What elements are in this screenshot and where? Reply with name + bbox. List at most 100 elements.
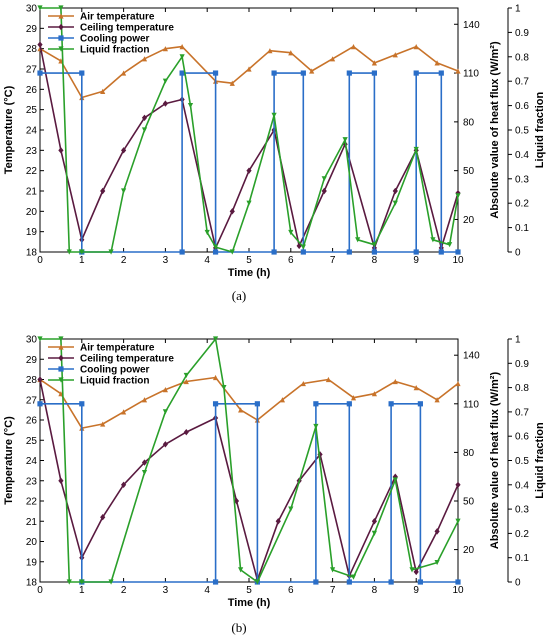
- data-point-liquid-fraction: [58, 5, 64, 11]
- y-left-tick-label: 21: [26, 517, 38, 528]
- data-point-cooling-power: [438, 249, 444, 255]
- data-point-ceiling-temperature: [392, 187, 398, 195]
- data-point-ceiling-temperature: [100, 514, 106, 521]
- data-point-air-temperature: [434, 397, 440, 403]
- data-point-air-temperature: [300, 380, 306, 387]
- data-point-liquid-fraction: [254, 579, 260, 585]
- series-line-cooling-power: [40, 402, 458, 583]
- panel-caption: (a): [232, 288, 246, 303]
- data-point-liquid-fraction: [37, 336, 43, 342]
- data-point-ceiling-temperature: [37, 376, 43, 383]
- panel-caption: (b): [231, 620, 246, 635]
- y-right1-tick-label: 50: [463, 497, 475, 508]
- data-point-liquid-fraction: [141, 127, 148, 133]
- data-point-ceiling-temperature: [371, 518, 377, 525]
- data-point-air-temperature: [212, 374, 219, 381]
- data-point-cooling-power: [37, 401, 43, 407]
- data-point-air-temperature: [179, 44, 185, 50]
- data-point-air-temperature: [267, 48, 273, 54]
- data-point-cooling-power: [346, 579, 352, 585]
- data-point-cooling-power: [455, 249, 461, 255]
- data-point-liquid-fraction: [66, 579, 72, 585]
- data-point-liquid-fraction: [66, 249, 72, 255]
- legend-marker-ceiling-temperature: [58, 354, 64, 362]
- y-right1-axis-title: Absolute value of heat flux (W/m²): [489, 372, 501, 550]
- x-tick-label: 10: [452, 585, 464, 596]
- x-tick-label: 7: [330, 255, 336, 266]
- data-point-liquid-fraction: [37, 5, 43, 11]
- y-right1-tick-label: 80: [463, 117, 475, 128]
- data-point-cooling-power: [346, 70, 352, 76]
- y-left-tick-label: 30: [26, 4, 38, 15]
- x-tick-label: 7: [330, 585, 336, 596]
- data-point-liquid-fraction: [371, 242, 377, 248]
- data-point-cooling-power: [413, 249, 419, 255]
- x-tick-label: 9: [413, 585, 419, 596]
- data-point-liquid-fraction: [162, 78, 168, 84]
- y-right1-tick-label: 140: [463, 351, 480, 362]
- data-point-air-temperature: [434, 60, 440, 66]
- data-point-ceiling-temperature: [121, 481, 127, 488]
- data-point-liquid-fraction: [350, 574, 357, 580]
- data-point-ceiling-temperature: [275, 518, 281, 525]
- y-right2-axis-title: Liquid fraction: [534, 92, 546, 169]
- y-left-tick-label: 30: [26, 335, 38, 346]
- data-point-ceiling-temperature: [246, 167, 252, 174]
- data-point-air-temperature: [162, 46, 168, 52]
- data-point-cooling-power: [271, 70, 277, 76]
- x-tick-label: 10: [452, 255, 464, 266]
- series-line-ceiling-temperature: [39, 44, 459, 249]
- y-left-tick-label: 22: [26, 166, 38, 177]
- y-right1-tick-label: 20: [463, 545, 475, 556]
- chart-panel-b: 0 1 2 3 4 5 6 7 8 9 101819202122232425262728293020…: [3, 335, 546, 636]
- data-point-air-temperature: [229, 80, 235, 86]
- data-point-cooling-power: [212, 579, 219, 585]
- data-point-cooling-power: [300, 249, 306, 255]
- y-right2-tick-label: 0: [515, 248, 521, 259]
- legend-label-air-temperature: Air temperature: [80, 343, 155, 354]
- legend-marker-air-temperature: [58, 344, 64, 350]
- data-point-air-temperature: [330, 56, 336, 62]
- data-point-air-temperature: [279, 397, 286, 403]
- data-point-liquid-fraction: [108, 579, 114, 585]
- y-left-tick-label: 23: [26, 476, 38, 487]
- y-right2-tick-label: 0.6: [515, 432, 529, 443]
- x-tick-label: 9: [413, 255, 419, 266]
- data-point-liquid-fraction: [229, 249, 235, 255]
- y-left-axis-title: Temperature (°C): [3, 85, 15, 174]
- data-point-air-temperature: [325, 376, 332, 383]
- x-tick-label: 5: [246, 585, 252, 596]
- data-point-cooling-power: [388, 579, 394, 585]
- y-right2-tick-label: 0.4: [515, 150, 529, 161]
- data-point-liquid-fraction: [79, 579, 85, 585]
- x-tick-label: 6: [288, 255, 294, 266]
- data-point-cooling-power: [413, 70, 419, 76]
- y-right2-tick-label: 0.3: [515, 174, 529, 185]
- data-point-liquid-fraction: [141, 470, 148, 476]
- data-point-liquid-fraction: [455, 518, 461, 524]
- y-left-tick-label: 20: [26, 537, 38, 548]
- data-point-liquid-fraction: [212, 336, 219, 342]
- data-point-liquid-fraction: [447, 242, 453, 248]
- data-point-ceiling-temperature: [183, 428, 189, 436]
- legend-label-liquid-fraction: Liquid fraction: [80, 45, 149, 56]
- data-point-liquid-fraction: [300, 244, 306, 250]
- legend-marker-air-temperature: [58, 13, 64, 19]
- data-point-cooling-power: [346, 401, 352, 407]
- x-tick-label: 0: [37, 255, 43, 266]
- x-tick-label: 4: [204, 585, 210, 596]
- data-point-ceiling-temperature: [296, 242, 302, 250]
- y-right2-axis-title: Liquid fraction: [534, 422, 546, 499]
- y-left-tick-label: 26: [26, 416, 38, 427]
- y-left-tick-label: 28: [26, 375, 38, 386]
- data-point-air-temperature: [141, 56, 148, 62]
- y-left-tick-label: 19: [26, 557, 38, 568]
- data-point-ceiling-temperature: [37, 41, 43, 48]
- x-tick-label: 3: [163, 255, 169, 266]
- y-right2-tick-label: 0: [515, 578, 521, 589]
- data-point-liquid-fraction: [187, 103, 194, 109]
- y-left-tick-label: 27: [26, 65, 38, 76]
- data-point-ceiling-temperature: [121, 147, 127, 154]
- data-point-cooling-power: [37, 70, 43, 76]
- data-point-cooling-power: [300, 70, 306, 76]
